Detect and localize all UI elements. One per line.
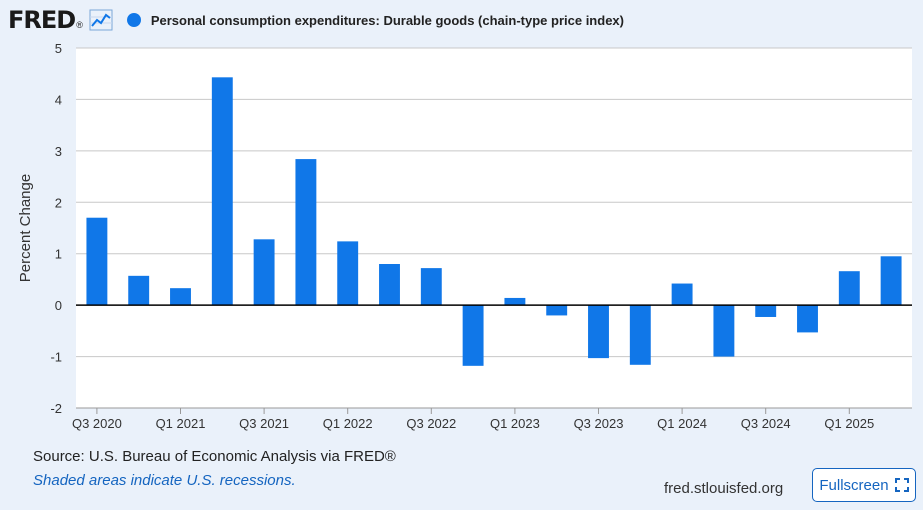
y-tick-label: 2 <box>55 195 62 210</box>
x-tick-label: Q3 2020 <box>72 416 122 431</box>
y-tick-label: -2 <box>50 401 62 416</box>
bar-q1-2023 <box>504 297 526 306</box>
x-tick-label: Q3 2021 <box>239 416 289 431</box>
y-tick-label: 3 <box>55 144 62 159</box>
bar-q3-2021 <box>253 239 275 306</box>
bar-chart: 5 4 3 2 1 0 -1 -2 Percent Change Q3 2020 Q1 2021 Q3… <box>17 41 912 431</box>
bar-q2-2024 <box>713 305 735 357</box>
y-tick-label: 0 <box>55 298 62 313</box>
bar-q1-2024 <box>671 283 693 306</box>
x-tick-label: Q3 2022 <box>406 416 456 431</box>
fred-logo[interactable]: FRED <box>8 6 76 34</box>
bar-q2-2021 <box>211 77 233 306</box>
legend-circle-icon <box>126 13 141 27</box>
fred-url-link[interactable]: fred.stlouisfed.org <box>664 480 784 497</box>
x-tick-label: Q1 2023 <box>490 416 540 431</box>
bar-q3-2024 <box>755 305 777 317</box>
bar-q4-2024 <box>797 305 818 333</box>
bar-q2-2023 <box>546 305 568 316</box>
y-tick-label: 1 <box>55 247 62 262</box>
y-axis-title: Percent Change <box>17 174 34 282</box>
bar-q2-2025 <box>880 256 902 306</box>
x-tick-label: Q1 2022 <box>323 416 373 431</box>
line-chart-icon <box>89 9 113 31</box>
bar-q4-2021 <box>295 159 317 306</box>
y-tick-label: 5 <box>55 41 62 56</box>
y-tick-label: 4 <box>55 92 62 107</box>
source-text: Source: U.S. Bureau of Economic Analysis… <box>33 448 396 465</box>
fullscreen-button[interactable]: Fullscreen <box>812 468 916 502</box>
bar-q3-2020 <box>86 217 108 306</box>
bar-q1-2022 <box>337 241 359 306</box>
bar-q4-2022 <box>462 305 484 366</box>
bar-q1-2021 <box>170 288 191 306</box>
chart-header: FRED ® Personal consumption expenditures… <box>8 6 624 34</box>
x-tick-label: Q3 2023 <box>574 416 624 431</box>
x-tick-label: Q1 2021 <box>156 416 206 431</box>
plot-area <box>76 48 912 408</box>
bar-q1-2025 <box>838 271 860 306</box>
bar-q2-2022 <box>379 264 400 306</box>
fred-logo-mark: ® <box>76 20 83 30</box>
bar-q4-2023 <box>629 305 651 365</box>
bar-q3-2022 <box>420 268 442 306</box>
recessions-note: Shaded areas indicate U.S. recessions. <box>33 472 296 489</box>
x-tick-label: Q3 2024 <box>741 416 791 431</box>
y-tick-label: -1 <box>50 350 62 365</box>
bar-q4-2020 <box>128 275 150 306</box>
fullscreen-label: Fullscreen <box>819 476 889 494</box>
fullscreen-icon <box>894 478 909 492</box>
bar-q3-2023 <box>588 305 609 359</box>
legend-series-label: Personal consumption expenditures: Durab… <box>150 12 624 28</box>
x-tick-label: Q1 2025 <box>824 416 874 431</box>
x-tick-label: Q1 2024 <box>657 416 707 431</box>
